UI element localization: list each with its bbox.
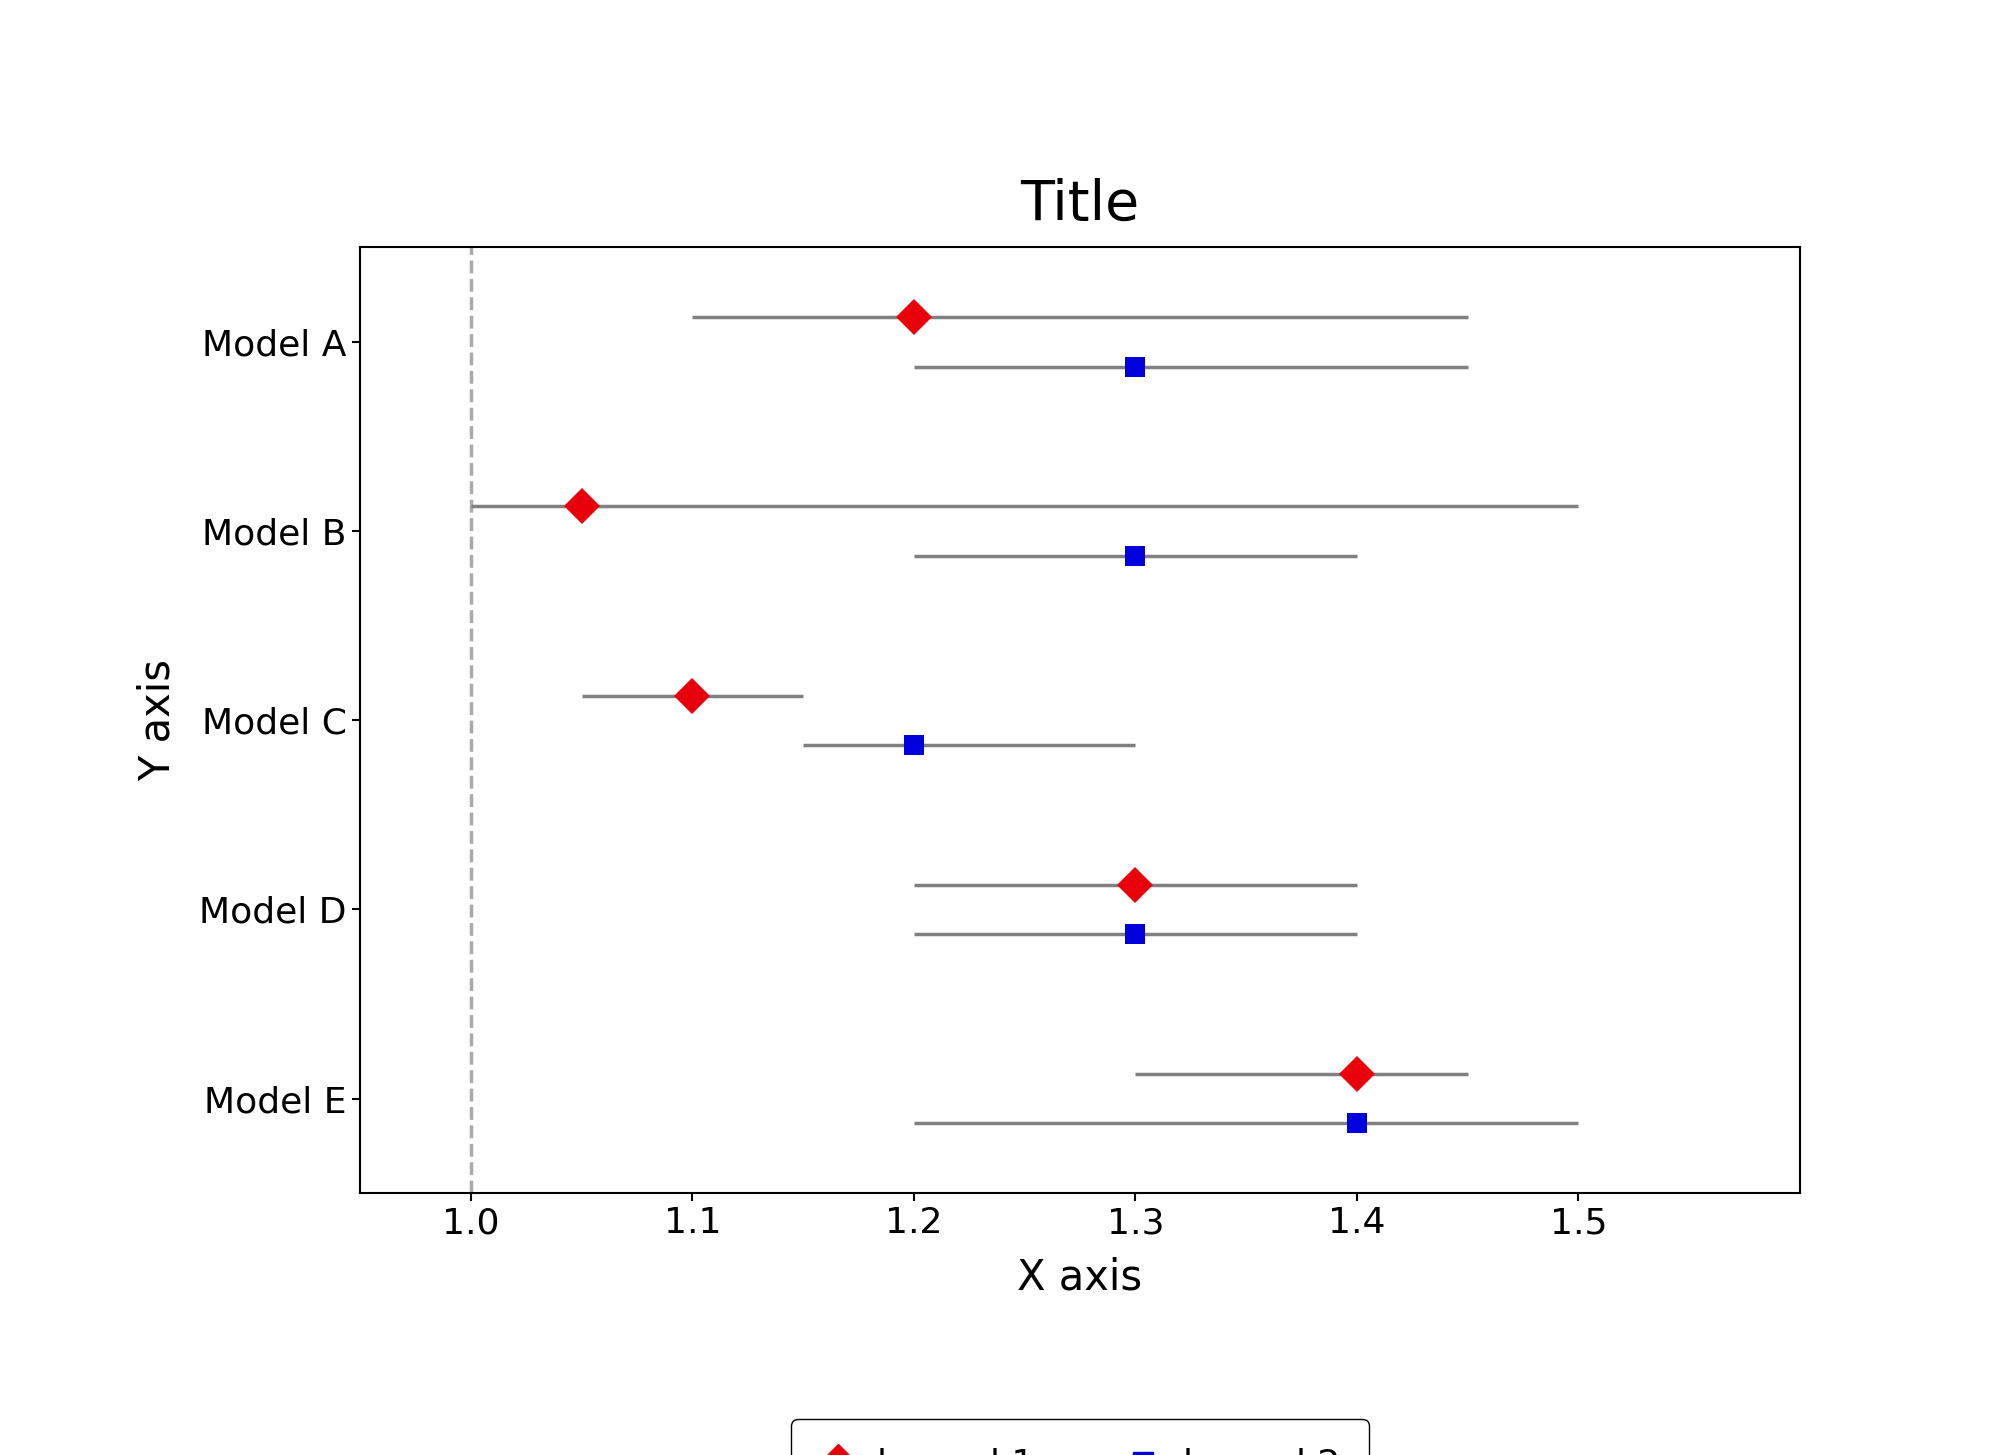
Y-axis label: Y axis: Y axis [136,659,178,781]
Legend: legend 1, legend 2: legend 1, legend 2 [790,1419,1370,1455]
Title: Title: Title [1020,178,1140,231]
X-axis label: X axis: X axis [1018,1257,1142,1299]
